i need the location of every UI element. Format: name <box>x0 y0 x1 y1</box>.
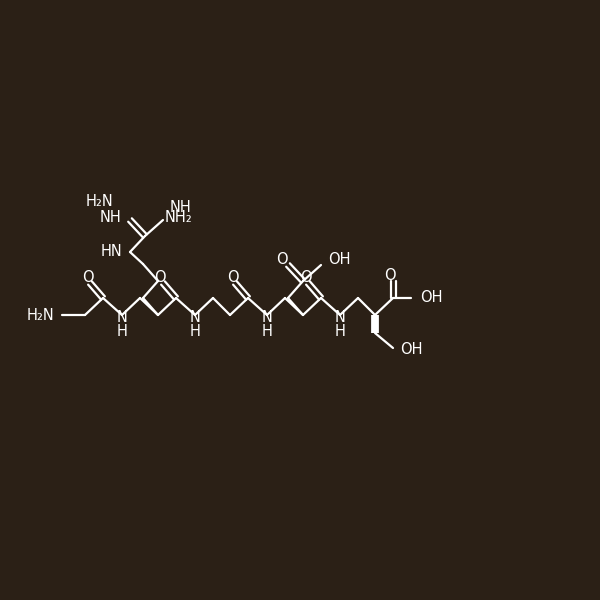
Text: H: H <box>190 323 200 338</box>
Text: H: H <box>116 323 127 338</box>
Text: O: O <box>227 271 239 286</box>
Text: H: H <box>335 323 346 338</box>
Text: H: H <box>262 323 272 338</box>
Text: O: O <box>384 269 396 283</box>
Text: N: N <box>335 311 346 325</box>
Text: NH₂: NH₂ <box>165 211 193 226</box>
Text: H₂N: H₂N <box>26 307 54 323</box>
Text: NH: NH <box>99 211 121 226</box>
Text: OH: OH <box>400 343 422 358</box>
Text: O: O <box>276 253 288 268</box>
Text: OH: OH <box>420 290 443 305</box>
Text: O: O <box>82 269 94 284</box>
Text: N: N <box>116 311 127 325</box>
Text: O: O <box>300 271 312 286</box>
Text: O: O <box>154 271 166 286</box>
Text: N: N <box>190 311 200 325</box>
Text: H₂N: H₂N <box>85 194 113 209</box>
Text: OH: OH <box>328 253 350 268</box>
Text: HN: HN <box>100 245 122 259</box>
Text: N: N <box>262 311 272 325</box>
Text: NH: NH <box>170 200 192 215</box>
